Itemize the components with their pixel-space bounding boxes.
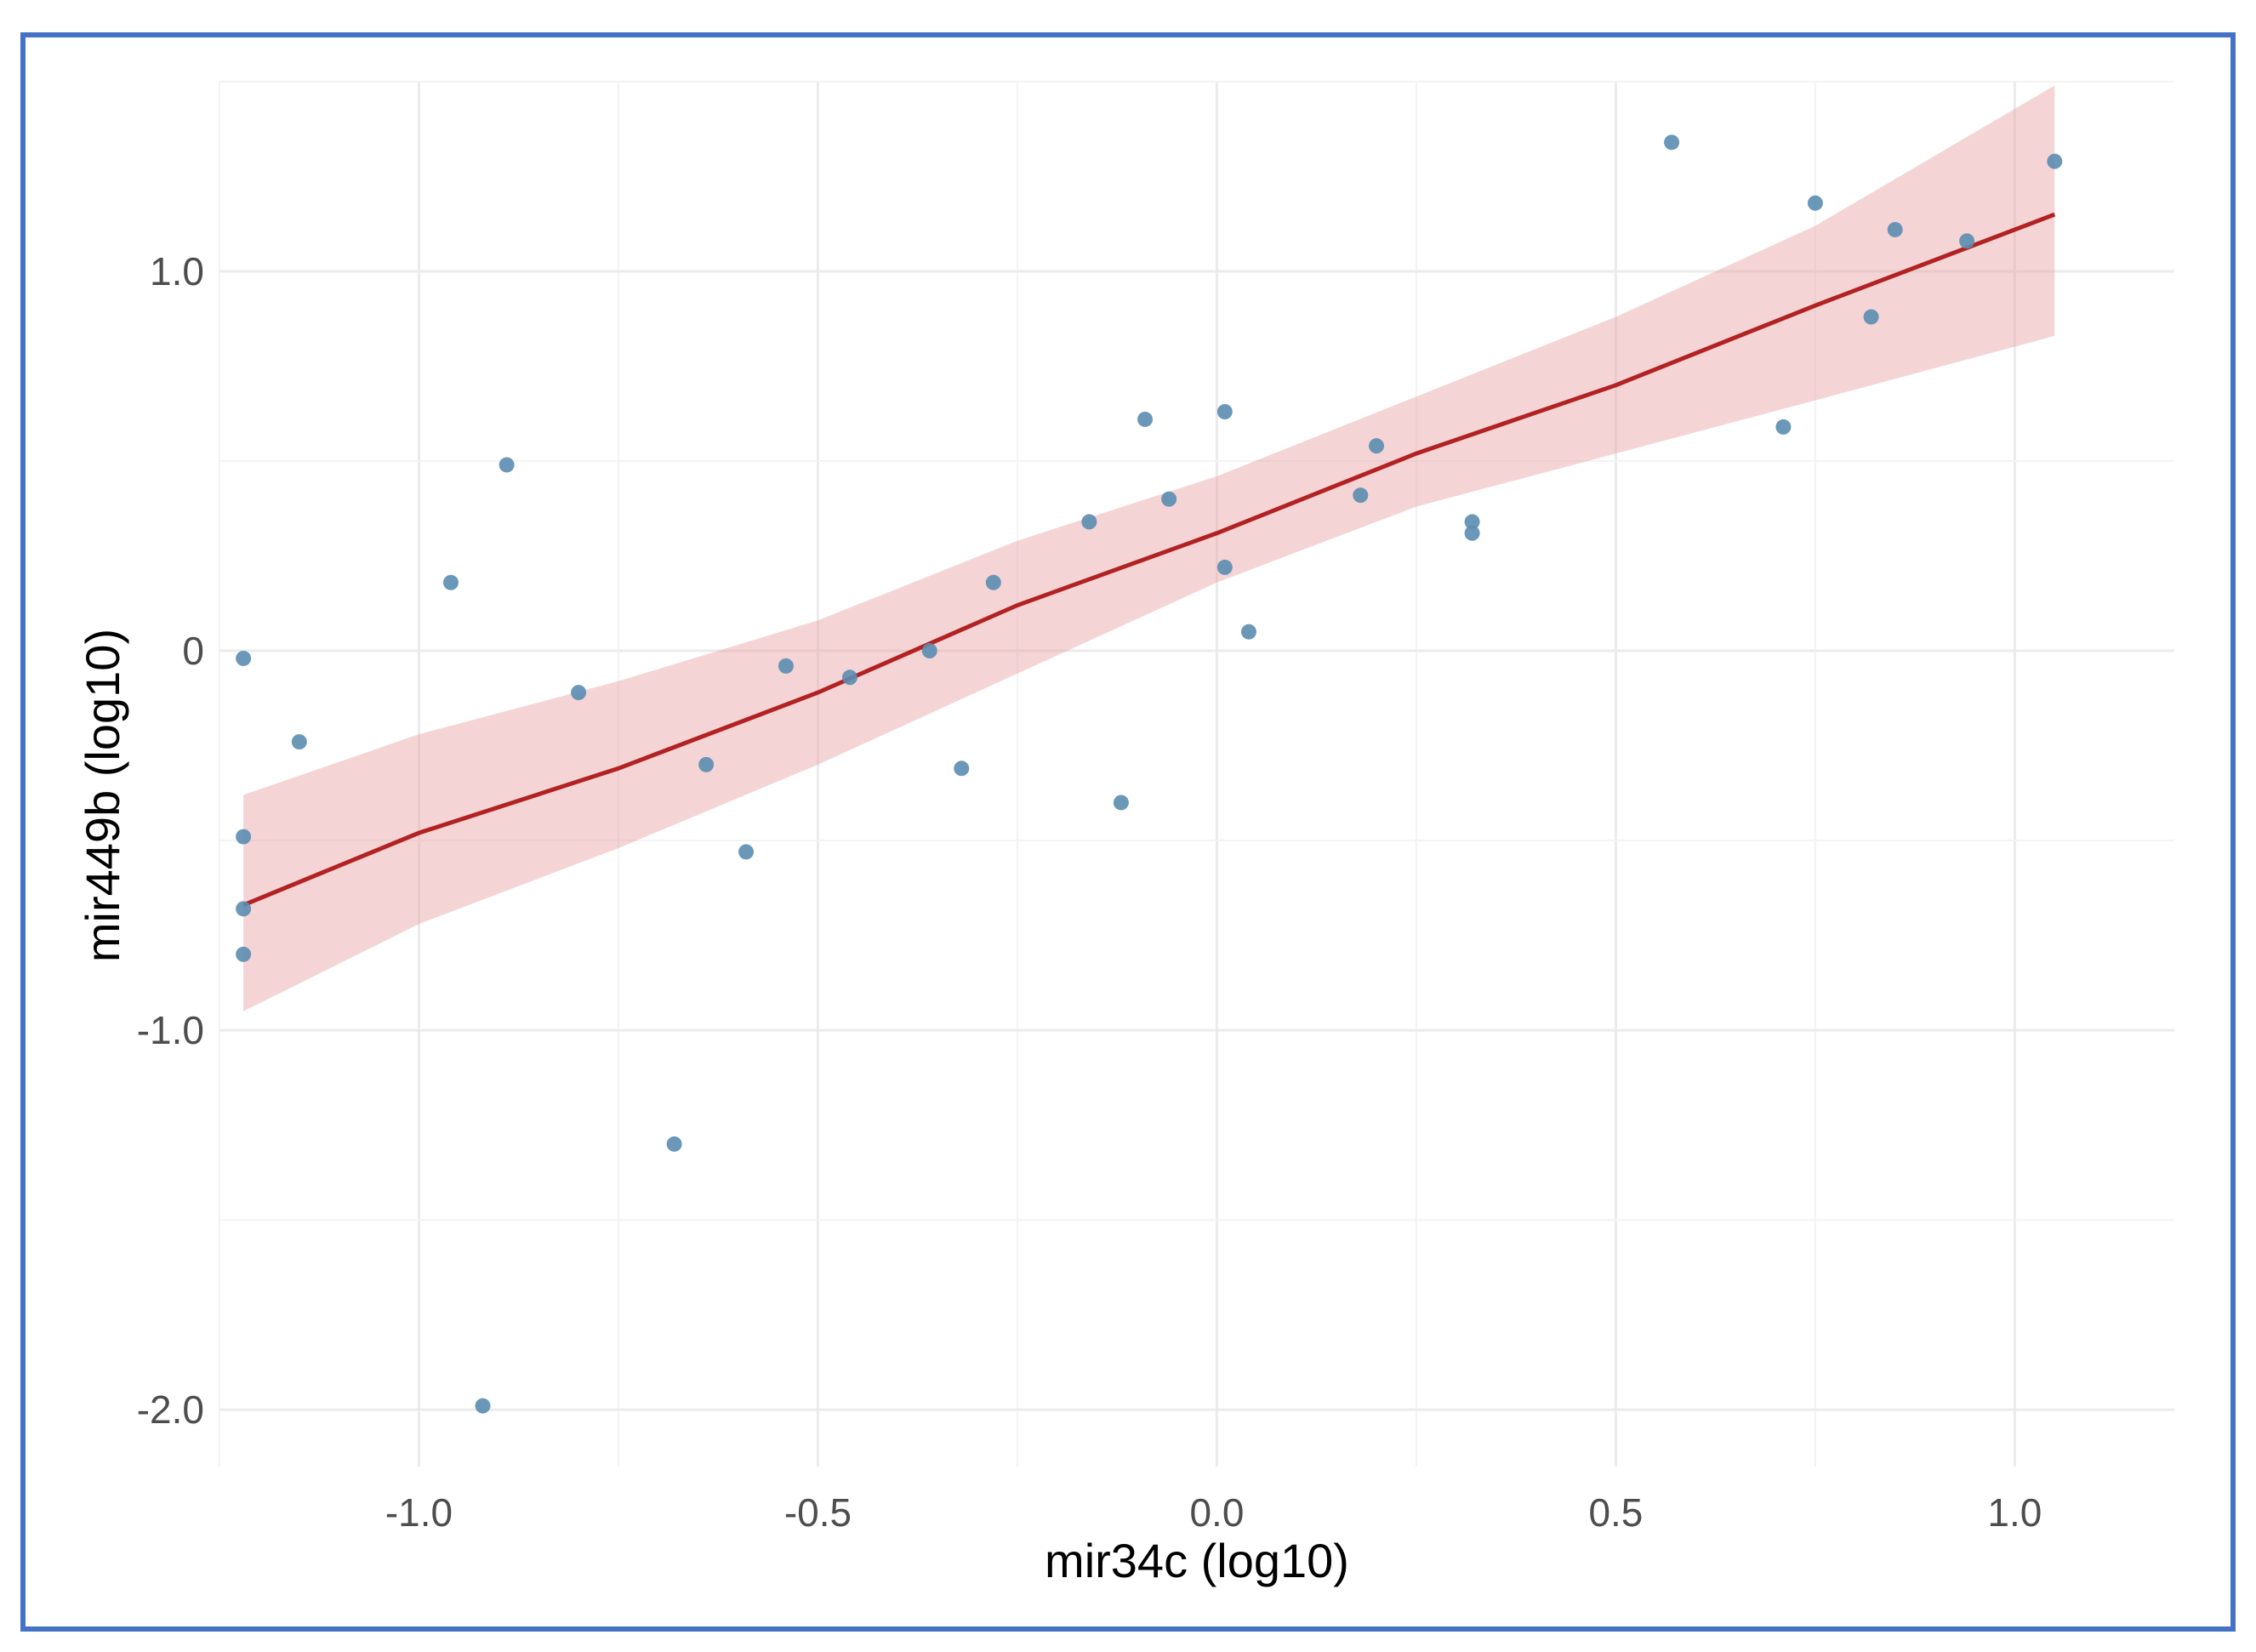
data-point [1464, 514, 1480, 530]
data-point [1113, 795, 1129, 811]
data-point [778, 658, 794, 674]
data-point [1161, 491, 1177, 507]
x-tick-label: 0.0 [1189, 1490, 1244, 1535]
data-point [1353, 487, 1369, 504]
data-point [443, 574, 459, 590]
data-point [1807, 195, 1823, 211]
data-point [1216, 404, 1233, 420]
x-tick-label: 0.5 [1588, 1490, 1643, 1535]
data-point [236, 650, 252, 666]
x-axis-ticks: -1.0 -0.5 0.0 0.5 1.0 [385, 1490, 2042, 1535]
data-point [666, 1136, 682, 1152]
data-point [1959, 233, 1975, 249]
x-tick-label: -1.0 [385, 1490, 453, 1535]
y-tick-label: -2.0 [137, 1387, 204, 1432]
data-point [1137, 411, 1154, 427]
data-point [475, 1398, 491, 1414]
x-axis-title: mir34c (log10) [1045, 1534, 1349, 1587]
confidence-band [243, 85, 2055, 1011]
fit-line [242, 212, 2056, 908]
chart-frame: -1.0 -0.5 0.0 0.5 1.0 -2.0 -1.0 0 1.0 mir34c (l… [20, 32, 2236, 1632]
y-axis-ticks: -2.0 -1.0 0 1.0 [137, 249, 204, 1432]
data-point [236, 829, 252, 845]
data-point [1369, 438, 1385, 454]
data-point [841, 669, 857, 686]
data-point [571, 685, 587, 701]
data-point [236, 901, 252, 917]
y-tick-label: 1.0 [150, 249, 204, 293]
grid [219, 81, 2174, 1467]
y-tick-label: -1.0 [137, 1008, 204, 1052]
data-point [1664, 134, 1680, 151]
data-point [1464, 525, 1480, 541]
data-point [1240, 624, 1256, 640]
data-point [1887, 221, 1903, 237]
scatter-chart: -1.0 -0.5 0.0 0.5 1.0 -2.0 -1.0 0 1.0 mir34c (l… [76, 81, 2174, 1587]
data-point [1081, 514, 1097, 530]
data-point [954, 760, 970, 777]
data-point [698, 756, 715, 772]
data-point [921, 643, 937, 659]
x-tick-label: -0.5 [784, 1490, 852, 1535]
data-point [1863, 309, 1879, 325]
data-point [2047, 153, 2063, 169]
data-point [738, 844, 755, 860]
y-axis-title: mir449b (log10) [76, 629, 129, 962]
data-point [1216, 559, 1233, 575]
data-point [291, 734, 307, 750]
data-point [498, 457, 515, 473]
data-points [236, 134, 2063, 1414]
data-point [236, 946, 252, 962]
data-point [1775, 419, 1792, 435]
y-tick-label: 0 [182, 629, 204, 673]
data-point [985, 574, 1001, 590]
x-tick-label: 1.0 [1987, 1490, 2042, 1535]
